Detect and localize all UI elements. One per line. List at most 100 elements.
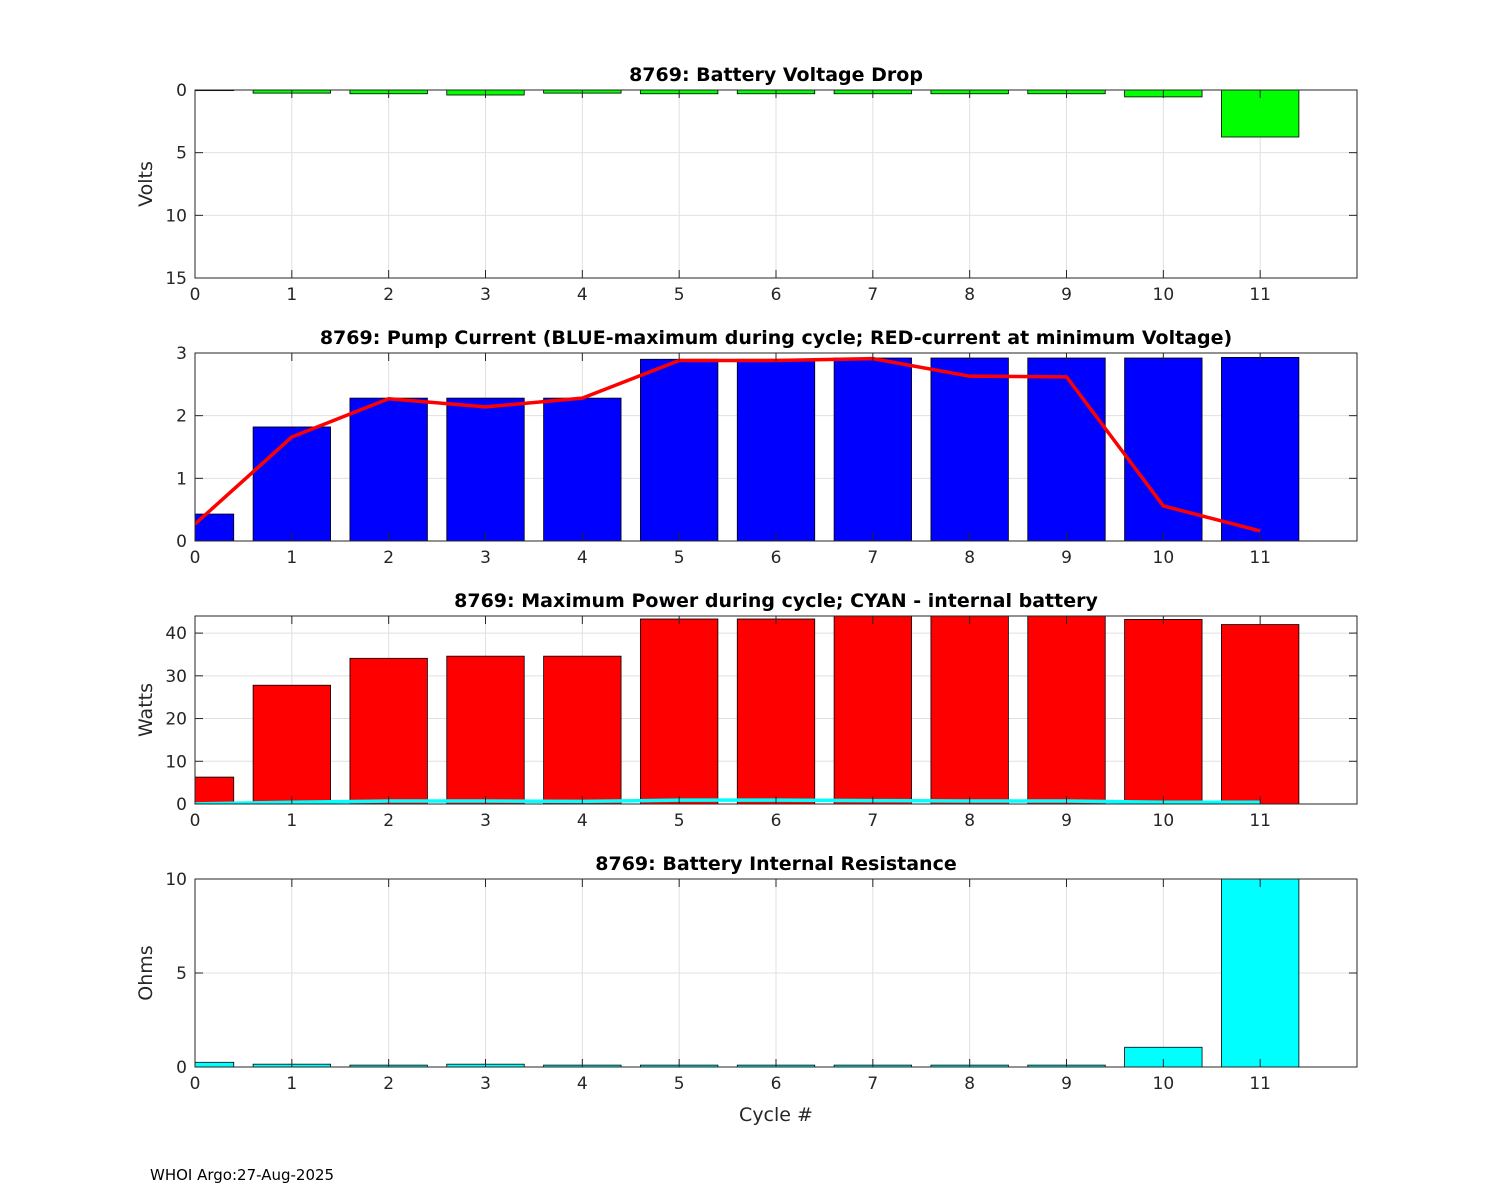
- x-tick-label: 4: [577, 811, 588, 831]
- x-tick-label: 5: [674, 1074, 685, 1094]
- x-tick-label: 1: [286, 285, 297, 305]
- bar-cycle-6: [736, 618, 816, 804]
- x-tick-label: 5: [674, 548, 685, 568]
- bar-cycle-2: [349, 657, 428, 804]
- chart-panel-1: 0 1 2 3 4 5 6 7 8 9 10 11 0 5 10 15 8769: Battery Voltag…: [135, 64, 1358, 305]
- y-axis-label: Volts: [135, 161, 157, 207]
- y-tick-label: 2: [176, 407, 187, 427]
- y-axis-label: Ohms: [135, 945, 157, 1000]
- x-tick-label: 8: [964, 811, 975, 831]
- x-tick-label: 6: [771, 548, 782, 568]
- x-tick-label: 0: [190, 285, 201, 305]
- x-tick-label: 0: [190, 1074, 201, 1094]
- x-tick-label: 8: [964, 285, 975, 305]
- y-tick-label: 40: [165, 624, 187, 644]
- bar-cycle-3: [446, 397, 525, 541]
- gridlines: [194, 89, 1357, 279]
- x-tick-label: 11: [1249, 811, 1271, 831]
- x-tick-label: 9: [1061, 1074, 1072, 1094]
- bar-cycle-4: [543, 655, 622, 804]
- footer-stamp: WHOI Argo:27-Aug-2025: [150, 1166, 335, 1184]
- y-tick-label: 1: [176, 469, 187, 489]
- bar-cycle-11: [1221, 624, 1300, 804]
- x-tick-label: 9: [1061, 811, 1072, 831]
- x-tick-label: 1: [286, 811, 297, 831]
- bar-cycle-9: [1027, 616, 1106, 804]
- bar-cycle-10: [1124, 1046, 1203, 1067]
- x-tick-label: 2: [383, 548, 394, 568]
- x-tick-label: 10: [1153, 811, 1175, 831]
- bar-cycle-7: [833, 357, 912, 541]
- bar-cycle-8: [930, 616, 1009, 804]
- bar-cycle-1: [252, 426, 331, 541]
- x-tick-label: 7: [867, 811, 878, 831]
- chart-panel-3: 0 1 2 3 4 5 6 7 8 9 10 11 0 10 20 30 40 8769: Maximum Pow…: [135, 590, 1358, 831]
- bar-cycle-5: [640, 358, 719, 541]
- x-tick-label: 8: [964, 1074, 975, 1094]
- x-tick-label: 6: [771, 1074, 782, 1094]
- x-tick-label: 4: [577, 548, 588, 568]
- x-tick-label: 4: [577, 285, 588, 305]
- bar-cycle-8: [930, 357, 1009, 541]
- x-axis-label: Cycle #: [739, 1104, 813, 1126]
- x-tick-label: 8: [964, 548, 975, 568]
- x-tick-label: 2: [383, 1074, 394, 1094]
- x-tick-label: 9: [1061, 548, 1072, 568]
- bar-cycle-2: [349, 397, 428, 541]
- y-tick-label: 0: [176, 1058, 187, 1078]
- x-tick-label: 0: [190, 811, 201, 831]
- bar-cycle-11: [1221, 879, 1300, 1067]
- bar-cycle-10: [1124, 357, 1203, 541]
- x-tick-label: 3: [480, 548, 491, 568]
- x-tick-label: 10: [1153, 1074, 1175, 1094]
- x-tick-label: 3: [480, 285, 491, 305]
- bar-cycle-0: [195, 1061, 235, 1067]
- bars: [195, 616, 1300, 804]
- x-tick-label: 11: [1249, 285, 1271, 305]
- y-tick-label: 10: [165, 752, 187, 772]
- x-tick-label: 6: [771, 811, 782, 831]
- x-tick-label: 2: [383, 811, 394, 831]
- x-tick-label: 0: [190, 548, 201, 568]
- y-tick-label: 15: [165, 269, 187, 289]
- bar-cycle-4: [543, 397, 622, 541]
- bar-cycle-5: [640, 618, 719, 804]
- y-tick-label: 3: [176, 344, 187, 364]
- bar-cycle-11: [1221, 356, 1300, 541]
- gridlines: [194, 878, 1357, 1068]
- series-line: [195, 798, 1261, 804]
- bar-cycle-9: [1027, 357, 1106, 541]
- x-tick-label: 9: [1061, 285, 1072, 305]
- x-tick-label: 11: [1249, 1074, 1271, 1094]
- y-tick-label: 30: [165, 667, 187, 687]
- x-tick-label: 2: [383, 285, 394, 305]
- y-tick-label: 5: [176, 964, 187, 984]
- chart-title: 8769: Battery Internal Resistance: [595, 853, 956, 875]
- bar-cycle-7: [833, 616, 912, 804]
- chart-panel-2: 0 1 2 3 4 5 6 7 8 9 10 11 0 1 2 3 8769: Pump Current (BL…: [176, 327, 1358, 568]
- bars: [195, 90, 1300, 138]
- x-tick-label: 10: [1153, 548, 1175, 568]
- y-tick-label: 5: [176, 144, 187, 164]
- series-line: [195, 356, 1261, 533]
- y-tick-label: 0: [176, 81, 187, 101]
- bar-cycle-6: [736, 358, 816, 541]
- x-tick-label: 4: [577, 1074, 588, 1094]
- x-tick-label: 3: [480, 1074, 491, 1094]
- x-tick-label: 7: [867, 548, 878, 568]
- x-tick-label: 5: [674, 811, 685, 831]
- bar-cycle-0: [195, 776, 235, 804]
- y-axis-label: Watts: [135, 683, 157, 737]
- x-tick-label: 3: [480, 811, 491, 831]
- x-tick-label: 7: [867, 285, 878, 305]
- chart-panel-4: 0 1 2 3 4 5 6 7 8 9 10 11 0 5 10 8769: Battery Internal…: [135, 853, 1358, 1126]
- y-tick-label: 0: [176, 795, 187, 815]
- x-tick-label: 10: [1153, 285, 1175, 305]
- bars: [195, 356, 1300, 541]
- x-tick-label: 6: [771, 285, 782, 305]
- y-tick-label: 10: [165, 206, 187, 226]
- x-tick-label: 1: [286, 548, 297, 568]
- bar-cycle-10: [1124, 619, 1203, 804]
- chart-title: 8769: Battery Voltage Drop: [629, 64, 923, 86]
